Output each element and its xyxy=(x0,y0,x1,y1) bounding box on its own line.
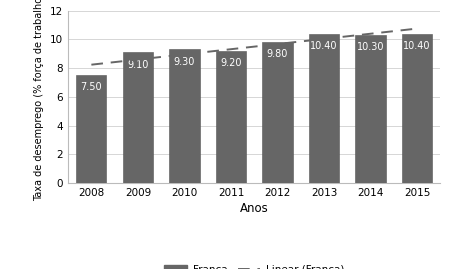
Bar xyxy=(262,42,293,183)
Bar xyxy=(402,34,432,183)
Text: 9.10: 9.10 xyxy=(127,59,148,70)
Bar xyxy=(169,49,200,183)
Text: 7.50: 7.50 xyxy=(80,83,102,93)
X-axis label: Anos: Anos xyxy=(240,202,269,215)
Text: 9.20: 9.20 xyxy=(220,58,242,68)
Bar xyxy=(355,35,386,183)
Bar xyxy=(216,51,246,183)
Text: 10.40: 10.40 xyxy=(403,41,431,51)
Legend: França, Linear (França): França, Linear (França) xyxy=(160,260,348,269)
Y-axis label: Taxa de desemprego (% força de trabalho): Taxa de desemprego (% força de trabalho) xyxy=(35,0,44,201)
Text: 9.80: 9.80 xyxy=(267,49,288,59)
Bar xyxy=(123,52,153,183)
Bar xyxy=(76,75,107,183)
Text: 10.40: 10.40 xyxy=(310,41,338,51)
Text: 9.30: 9.30 xyxy=(174,57,195,67)
Text: 10.30: 10.30 xyxy=(357,42,385,52)
Bar xyxy=(309,34,339,183)
